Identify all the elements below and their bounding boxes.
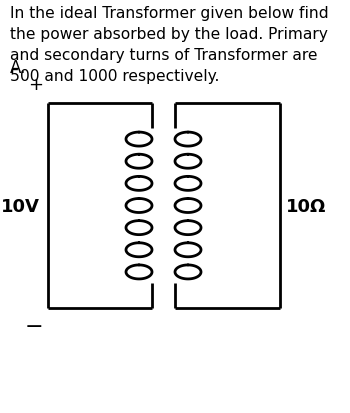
Text: 10Ω: 10Ω [286,197,326,215]
Text: 10V: 10V [1,197,40,215]
Text: A.: A. [10,59,26,77]
Text: In the ideal Transformer given below find
the power absorbed by the load. Primar: In the ideal Transformer given below fin… [10,6,329,84]
Text: −: − [25,316,43,336]
Text: +: + [28,76,43,94]
